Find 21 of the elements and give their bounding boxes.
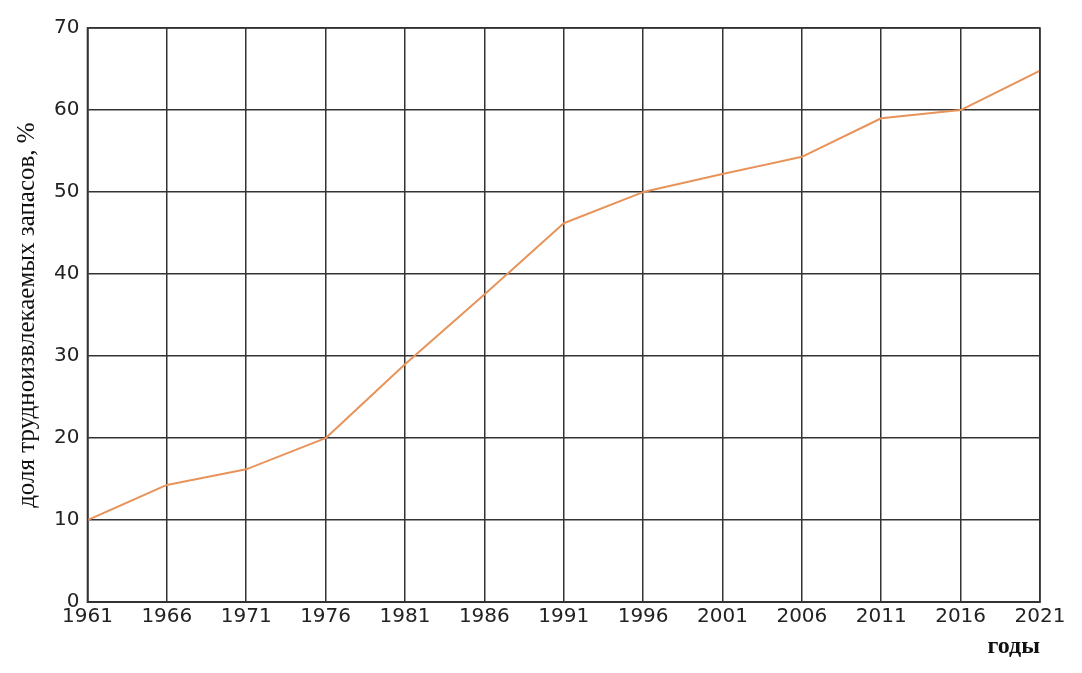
x-tick-label: 2011 [855, 603, 907, 628]
y-tick-label: 60 [54, 96, 80, 121]
y-tick-label: 10 [54, 506, 80, 531]
x-tick-label: 2006 [776, 603, 828, 628]
y-tick-label: 30 [54, 342, 80, 367]
y-tick-label: 20 [54, 424, 80, 449]
y-tick-label: 70 [54, 14, 80, 39]
x-tick-label: 2016 [935, 603, 987, 628]
x-tick-label: 2021 [1014, 603, 1066, 628]
y-tick-label: 50 [54, 178, 80, 203]
x-tick-label: 1986 [458, 603, 510, 628]
x-tick-label: 1991 [538, 603, 590, 628]
x-axis-title: годы [987, 631, 1041, 658]
x-tick-label: 2001 [697, 603, 748, 628]
x-tick-label: 1966 [141, 603, 193, 628]
y-axis-title: доля трудноизвлекаемых запасов, % [11, 122, 39, 508]
x-tick-label: 1976 [300, 603, 352, 628]
y-tick-label: 40 [54, 260, 80, 285]
x-tick-label: 1996 [617, 603, 669, 628]
x-tick-label: 1981 [379, 603, 431, 628]
x-tick-label: 1971 [220, 603, 272, 628]
